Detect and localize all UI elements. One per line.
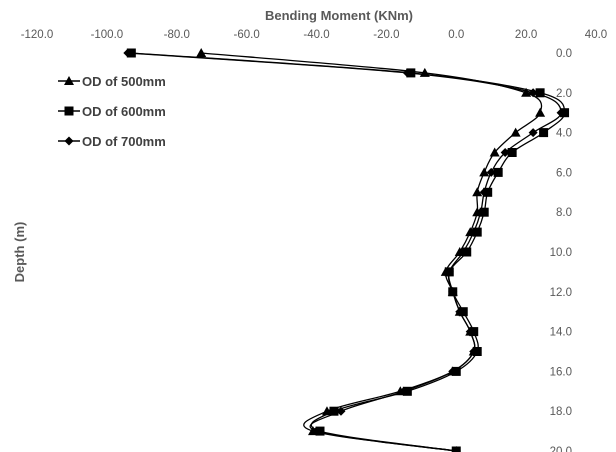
y-tick-label: 8.0 [556, 207, 572, 219]
x-tick-label: -60.0 [234, 29, 260, 41]
series-line [131, 52, 566, 452]
data-point-square-marker [535, 88, 545, 98]
data-point-diamond-marker [399, 386, 409, 396]
data-point-square-marker [493, 167, 503, 177]
series-diamond [123, 48, 566, 452]
x-axis-title: Bending Moment (KNm) [265, 8, 413, 23]
data-point-triangle-marker [521, 87, 532, 97]
series-square [126, 48, 570, 452]
y-tick-label: 6.0 [556, 167, 572, 179]
y-tick-label: 20.0 [550, 446, 572, 452]
series-line [127, 52, 562, 452]
legend-item: OD of 500mm [58, 74, 166, 89]
y-tick-label: 18.0 [550, 406, 572, 418]
legend-label: OD of 600mm [82, 104, 166, 119]
data-point-square-marker [539, 128, 549, 138]
x-tick-label: 0.0 [448, 29, 464, 41]
data-point-diamond-marker [465, 327, 475, 337]
x-tick-label: -40.0 [303, 29, 329, 41]
data-point-triangle-marker [196, 48, 207, 57]
data-point-diamond-marker [469, 347, 479, 356]
data-point-diamond-marker [528, 128, 538, 138]
data-point-diamond-marker [312, 426, 321, 436]
data-point-diamond-marker [469, 227, 479, 237]
data-point-triangle-marker [472, 187, 483, 197]
data-point-triangle-marker [64, 76, 74, 85]
data-point-diamond-marker [486, 167, 496, 177]
data-point-diamond-marker [444, 267, 454, 277]
x-tick-label: 40.0 [585, 29, 607, 41]
legend-item: OD of 700mm [58, 134, 166, 149]
x-axis-ticks: -120.0 -100.0 -80.0 -60.0 -40.0 -20.0 0.0 20.0 4… [21, 29, 608, 41]
data-point-diamond-marker [556, 108, 566, 118]
data-point-square-marker [64, 106, 74, 116]
y-tick-label: 16.0 [550, 366, 572, 378]
data-point-diamond-marker [448, 366, 458, 376]
data-point-diamond-marker [123, 48, 133, 58]
data-point-diamond-marker [479, 187, 489, 197]
data-point-triangle-marker [535, 107, 546, 117]
data-point-diamond-marker [455, 307, 465, 317]
data-point-diamond-marker [500, 148, 510, 157]
data-point-diamond-marker [528, 88, 538, 98]
x-tick-label: -80.0 [164, 29, 190, 41]
data-point-diamond-marker [64, 136, 74, 146]
y-tick-label: 0.0 [556, 48, 572, 60]
series-triangle [196, 48, 546, 452]
data-point-diamond-marker [458, 247, 468, 257]
legend-label: OD of 700mm [82, 134, 166, 149]
y-axis-title: Depth (m) [12, 222, 27, 283]
y-tick-label: 2.0 [556, 88, 572, 100]
data-point-triangle-marker [510, 127, 521, 137]
x-tick-label: -20.0 [373, 29, 399, 41]
series-line [201, 52, 543, 452]
data-point-diamond-marker [451, 446, 461, 452]
data-point-square-marker [507, 148, 517, 157]
legend: OD of 500mm OD of 600mm OD of 700mm [58, 74, 166, 149]
data-point-triangle-marker [489, 147, 500, 157]
plot-area [123, 48, 570, 452]
data-point-diamond-marker [476, 207, 486, 217]
data-point-diamond-marker [402, 68, 412, 78]
data-point-square-marker [329, 406, 339, 416]
y-tick-label: 4.0 [556, 128, 572, 140]
legend-label: OD of 500mm [82, 74, 166, 89]
data-point-triangle-marker [479, 167, 490, 177]
y-tick-label: 10.0 [550, 247, 572, 259]
y-tick-label: 12.0 [550, 287, 572, 299]
data-point-diamond-marker [448, 287, 458, 297]
x-tick-label: -100.0 [91, 29, 124, 41]
x-tick-label: 20.0 [515, 29, 537, 41]
y-tick-label: 14.0 [550, 327, 572, 339]
y-axis-ticks: 0.0 2.0 4.0 6.0 8.0 10.0 12.0 14.0 16.0 18.0 20.0 [550, 48, 572, 452]
legend-item: OD of 600mm [58, 104, 166, 119]
x-tick-label: -120.0 [21, 29, 54, 41]
data-point-diamond-marker [336, 406, 346, 416]
